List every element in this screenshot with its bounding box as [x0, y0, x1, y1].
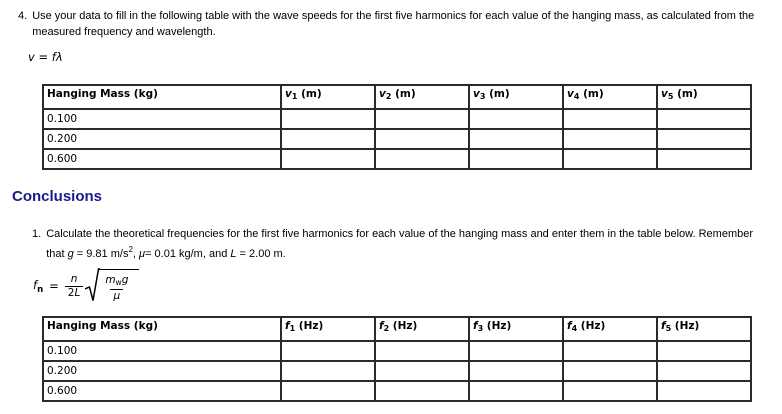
- var-fn: fn: [33, 277, 44, 295]
- item-number: 1.: [32, 228, 42, 240]
- superscript-2: 2: [128, 245, 133, 254]
- value-cell[interactable]: [375, 149, 469, 169]
- value-cell[interactable]: [375, 341, 469, 361]
- wave-speed-table: Hanging Mass (kg) v1 (m) v2 (m) v3 (m) v…: [42, 84, 752, 170]
- table-row: 0.600: [43, 149, 751, 169]
- value-cell[interactable]: [375, 129, 469, 149]
- value-cell[interactable]: [375, 109, 469, 129]
- equals-sign: =: [49, 279, 59, 293]
- col-header-f4: f4 (Hz): [563, 317, 657, 341]
- var-L: L: [230, 248, 237, 260]
- col-header-v2: v2 (m): [375, 85, 469, 109]
- value-cell[interactable]: [657, 381, 751, 401]
- mass-cell: 0.100: [43, 341, 281, 361]
- col-header-f1: f1 (Hz): [281, 317, 375, 341]
- value-cell[interactable]: [375, 381, 469, 401]
- question-4: 4. Use your data to fill in the followin…: [18, 8, 782, 40]
- value-cell[interactable]: [657, 109, 751, 129]
- fraction-n-over-2L: n 2L: [64, 273, 84, 300]
- value-cell[interactable]: [281, 129, 375, 149]
- value-cell[interactable]: [563, 341, 657, 361]
- table-row: 0.200: [43, 361, 751, 381]
- mass-cell: 0.600: [43, 149, 281, 169]
- mass-cell: 0.200: [43, 361, 281, 381]
- col-header-v1: v1 (m): [281, 85, 375, 109]
- frequency-formula: fn = n 2L mwg μ: [33, 266, 782, 306]
- table-header-row: Hanging Mass (kg) f1 (Hz) f2 (Hz) f3 (Hz…: [43, 317, 751, 341]
- col-header-v5: v5 (m): [657, 85, 751, 109]
- value-cell[interactable]: [563, 109, 657, 129]
- value-cell[interactable]: [563, 129, 657, 149]
- value-cell[interactable]: [469, 381, 563, 401]
- col-header-hanging-mass: Hanging Mass (kg): [43, 317, 281, 341]
- col-header-hanging-mass: Hanging Mass (kg): [43, 85, 281, 109]
- fraction-mwg-over-mu: mwg μ: [105, 274, 129, 302]
- value-cell[interactable]: [281, 361, 375, 381]
- var-f: f: [51, 50, 56, 64]
- conclusions-heading: Conclusions: [12, 188, 103, 205]
- value-cell[interactable]: [657, 341, 751, 361]
- equals-sign: =: [34, 50, 52, 64]
- mass-cell: 0.200: [43, 129, 281, 149]
- value-cell[interactable]: [657, 149, 751, 169]
- var-v: v: [28, 50, 35, 64]
- value-cell[interactable]: [469, 129, 563, 149]
- value-cell[interactable]: [281, 149, 375, 169]
- col-header-f2: f2 (Hz): [375, 317, 469, 341]
- value-cell[interactable]: [563, 149, 657, 169]
- col-header-f5: f5 (Hz): [657, 317, 751, 341]
- value-cell[interactable]: [469, 149, 563, 169]
- var-mu: μ: [139, 248, 146, 260]
- frequency-table: Hanging Mass (kg) f1 (Hz) f2 (Hz) f3 (Hz…: [42, 316, 752, 402]
- conclusion-question-1-text: Calculate the theoretical frequencies fo…: [46, 228, 754, 260]
- value-cell[interactable]: [563, 381, 657, 401]
- table-row: 0.200: [43, 129, 751, 149]
- value-cell[interactable]: [469, 109, 563, 129]
- item-number: 4.: [18, 10, 28, 22]
- value-cell[interactable]: [281, 341, 375, 361]
- var-lambda: λ: [55, 50, 63, 64]
- value-cell[interactable]: [375, 361, 469, 381]
- col-header-f3: f3 (Hz): [469, 317, 563, 341]
- value-cell[interactable]: [657, 129, 751, 149]
- square-root: mwg μ: [85, 268, 140, 304]
- col-header-v3: v3 (m): [469, 85, 563, 109]
- question-4-text: Use your data to fill in the following t…: [32, 10, 755, 38]
- value-cell[interactable]: [281, 109, 375, 129]
- col-header-v4: v4 (m): [563, 85, 657, 109]
- conclusion-question-1: 1. Calculate the theoretical frequencies…: [32, 224, 782, 264]
- table-header-row: Hanging Mass (kg) v1 (m) v2 (m) v3 (m) v…: [43, 85, 751, 109]
- value-cell[interactable]: [563, 361, 657, 381]
- table-row: 0.100: [43, 341, 751, 361]
- mass-cell: 0.600: [43, 381, 281, 401]
- mass-cell: 0.100: [43, 109, 281, 129]
- wave-speed-formula: v = fλ: [28, 50, 782, 64]
- var-g: g: [67, 248, 74, 260]
- value-cell[interactable]: [657, 361, 751, 381]
- table-row: 0.100: [43, 109, 751, 129]
- value-cell[interactable]: [281, 381, 375, 401]
- table-row: 0.600: [43, 381, 751, 401]
- value-cell[interactable]: [469, 361, 563, 381]
- value-cell[interactable]: [469, 341, 563, 361]
